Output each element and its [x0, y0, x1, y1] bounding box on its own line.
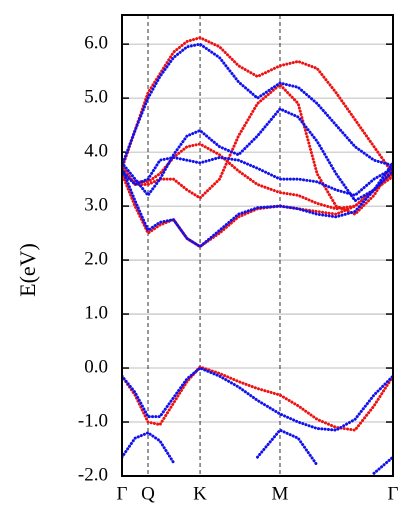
y-axis-label: E(eV): [15, 243, 40, 297]
band: [372, 455, 393, 475]
y-tick-label: 2.0: [84, 248, 108, 269]
band: [122, 365, 393, 432]
x-tick-label: Γ: [117, 483, 128, 504]
bands: [122, 36, 393, 475]
band: [122, 36, 393, 176]
x-tick-label: M: [272, 483, 289, 504]
y-tick-label: 1.0: [84, 302, 108, 323]
y-tick-label: 3.0: [84, 194, 108, 215]
y-tick-label: -1.0: [78, 410, 108, 431]
y-tick-label: 6.0: [84, 33, 108, 54]
x-tick-label: Q: [141, 483, 155, 504]
band: [122, 155, 393, 197]
plot-frame: [121, 14, 394, 477]
y-tick-label: 0.0: [84, 356, 108, 377]
band: [122, 107, 393, 203]
y-tick-label: -2.0: [78, 464, 108, 485]
band: [122, 172, 393, 249]
band: [122, 431, 175, 465]
band: [122, 366, 393, 432]
x-tick-label: K: [193, 483, 207, 504]
x-tick-label: Γ: [388, 483, 399, 504]
band: [122, 42, 393, 168]
y-tick-label: 4.0: [84, 140, 108, 161]
band: [122, 166, 393, 249]
band: [256, 428, 319, 467]
y-tick-label: 5.0: [84, 86, 108, 107]
band: [122, 82, 393, 216]
